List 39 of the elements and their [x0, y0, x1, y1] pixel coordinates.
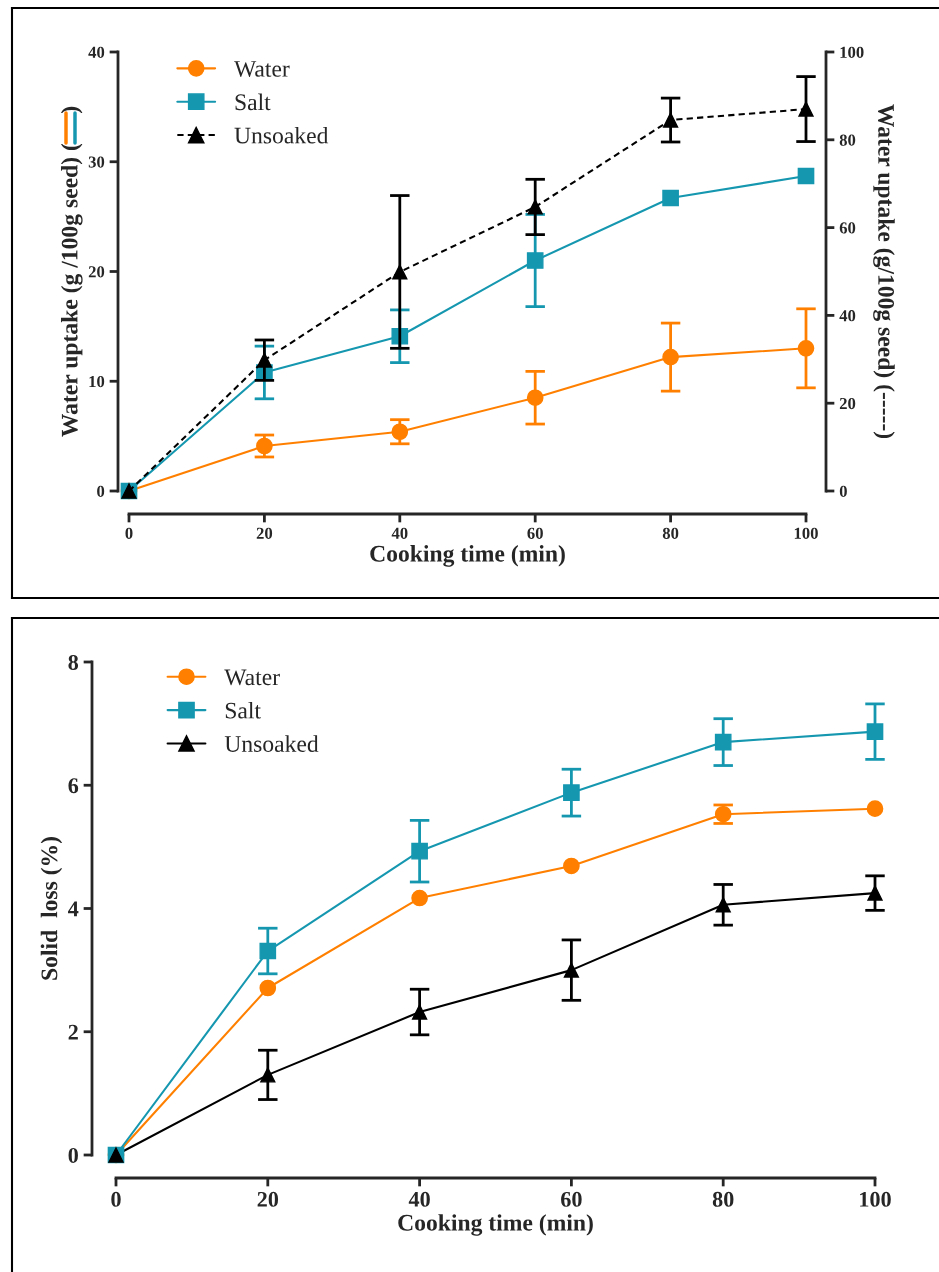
- x-tick-label: 80: [712, 1191, 734, 1207]
- x-tick-label: 20: [257, 1191, 279, 1207]
- legend-label: Unsoaked: [224, 735, 319, 752]
- x-tick-label: 40: [391, 527, 408, 539]
- x-tick-label: 60: [561, 1191, 582, 1207]
- x-tick-label: 100: [860, 1191, 891, 1207]
- x-tick-label: 0: [125, 527, 133, 539]
- y-tick-label: 40: [88, 46, 105, 58]
- y-axis-title: Solid loss (%): [40, 837, 63, 980]
- x-axis-title: Cooking time (min): [398, 1214, 593, 1236]
- y-tick-label: 8: [68, 654, 79, 670]
- y-tick-label: 10: [89, 375, 105, 388]
- y2-tick-label: 60: [839, 222, 856, 234]
- y-axis-title: Water uptake (g /100g seed) ( ): [60, 106, 83, 437]
- x-tick-label: 20: [256, 527, 273, 539]
- x-tick-label: 0: [111, 1191, 121, 1207]
- legend-label: Unsoaked: [234, 126, 329, 144]
- y2-tick-label: 40: [839, 310, 856, 322]
- y2-tick-label: 80: [839, 134, 856, 146]
- y2-tick-label: 20: [839, 397, 856, 410]
- x-tick-label: 40: [408, 1191, 430, 1207]
- y-tick-label: 2: [68, 1024, 78, 1040]
- y-tick-label: 6: [68, 778, 79, 794]
- y-tick-label: 20: [88, 266, 105, 278]
- y2-tick-label: 0: [839, 485, 847, 497]
- y-tick-label: 4: [68, 901, 79, 917]
- y2-axis-title: Water uptake (g/100g seed) (-----): [873, 104, 895, 439]
- y-tick-label: 0: [97, 485, 105, 497]
- legend-label: Water: [224, 669, 280, 686]
- x-axis-title: Cooking time (min): [370, 545, 565, 567]
- y-tick-label: 30: [88, 156, 105, 168]
- y2-tick-label: 100: [840, 46, 864, 58]
- x-tick-label: 80: [662, 527, 679, 539]
- x-tick-label: 60: [527, 527, 543, 539]
- legend-label: Water: [234, 61, 290, 77]
- legend-label: Salt: [225, 701, 261, 719]
- y-tick-label: 0: [68, 1147, 78, 1163]
- x-tick-label: 100: [794, 527, 818, 539]
- legend-label: Salt: [235, 93, 271, 111]
